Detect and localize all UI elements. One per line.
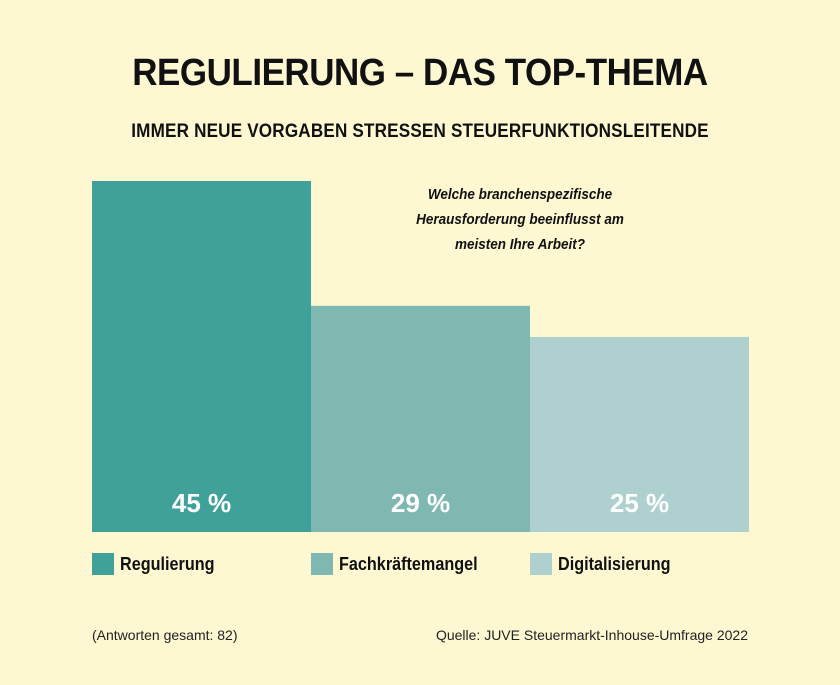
legend-swatch-regulierung (92, 553, 114, 575)
footer-source: Quelle: JUVE Steuermarkt-Inhouse-Umfrage… (435, 627, 748, 643)
legend-swatch-fachkraeftemangel (311, 553, 333, 575)
bar-value-label-digitalisierung: 25 % (610, 488, 669, 518)
chart-subtitle: IMMER NEUE VORGABEN STRESSEN STEUERFUNKT… (131, 121, 709, 142)
bar-fachkraeftemangel (311, 305, 530, 532)
footer-responses: (Antworten gesamt: 82) (92, 627, 238, 643)
legend-label-regulierung: Regulierung (120, 553, 215, 574)
legend-swatch-digitalisierung (530, 553, 552, 575)
legend-label-fachkraeftemangel: Fachkräftemangel (339, 553, 478, 574)
bar-value-label-regulierung: 45 % (172, 488, 231, 518)
bar-digitalisierung (530, 337, 749, 532)
legend: Regulierung Fachkräftemangel Digitalisie… (0, 553, 840, 579)
chart-title: REGULIERUNG – DAS TOP-THEMA (132, 52, 708, 94)
legend-label-digitalisierung: Digitalisierung (558, 553, 671, 574)
legend-item-regulierung: Regulierung (92, 553, 225, 575)
legend-item-fachkraeftemangel: Fachkräftemangel (311, 553, 493, 575)
bar-regulierung (92, 181, 311, 532)
survey-question: Welche branchenspezifische Herausforderu… (416, 186, 624, 253)
legend-item-digitalisierung: Digitalisierung (530, 553, 683, 575)
bar-value-label-fachkraeftemangel: 29 % (391, 488, 450, 518)
